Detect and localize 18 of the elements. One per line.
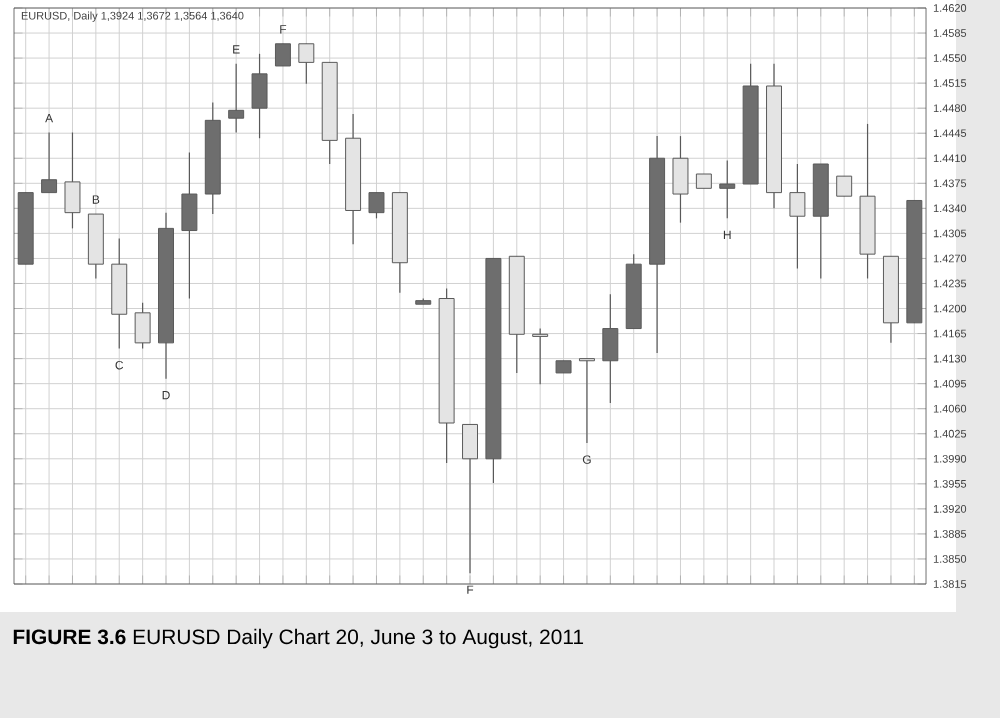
candlestick	[251, 53, 268, 139]
candlestick	[719, 159, 736, 219]
candlestick	[836, 175, 853, 197]
candlestick	[181, 151, 198, 300]
candlestick	[672, 135, 689, 224]
candlestick	[602, 293, 619, 404]
candlestick	[462, 423, 478, 574]
candlestick	[298, 43, 315, 85]
candlestick	[228, 63, 245, 134]
candlestick	[368, 192, 385, 219]
candlestick	[274, 43, 291, 67]
candlestick	[134, 302, 151, 350]
text: FIGURE 3.6 EURUSD Daily Chart 20, June 3 to August, 2011	[13, 628, 584, 649]
candlestick	[532, 327, 549, 385]
candlestick	[789, 163, 806, 270]
candlestick	[578, 358, 595, 444]
candlestick	[64, 131, 81, 229]
candlestick	[41, 131, 58, 194]
